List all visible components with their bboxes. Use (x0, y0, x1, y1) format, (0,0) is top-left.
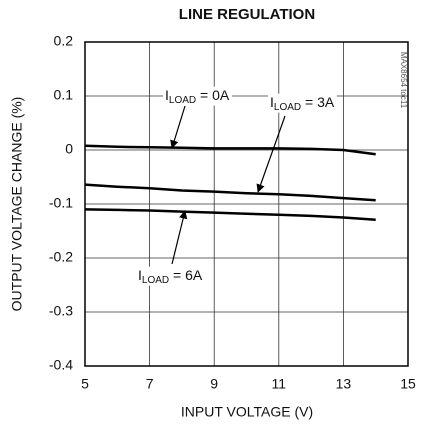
series-line (84, 144, 376, 156)
annotation-bg (136, 266, 205, 286)
plot-frame (84, 41, 409, 367)
y-tick-label: 0 (65, 141, 73, 157)
annotation-arrow (171, 210, 188, 265)
annotation: ILOAD = 0A (165, 87, 230, 106)
annotation-text: I (270, 94, 274, 110)
annotation-bg (268, 93, 337, 113)
x-tick-label: 11 (272, 376, 287, 392)
annotation-sub: LOAD (142, 275, 169, 286)
annotation-text: I (165, 87, 169, 103)
annotation-arrow (170, 105, 186, 149)
chart-title: LINE REGULATION (179, 6, 315, 23)
series-line (84, 183, 376, 202)
y-tick-label: 0.2 (54, 33, 74, 49)
annotation-text: = 6A (169, 267, 203, 283)
series-line (84, 208, 376, 221)
annotation-text: = 3A (301, 94, 335, 110)
annotation-sub: LOAD (274, 102, 301, 113)
annotation: ILOAD = 6A (138, 267, 203, 286)
x-tick-label: 13 (336, 376, 352, 392)
annotation-sub: LOAD (169, 95, 196, 106)
y-axis-label: OUTPUT VOLTAGE CHANGE (%) (9, 97, 25, 312)
annotation-arrow (256, 115, 286, 193)
annotation-bg (163, 86, 232, 106)
annotation: ILOAD = 3A (270, 94, 335, 113)
x-tick-label: 5 (81, 376, 89, 392)
x-axis-label: INPUT VOLTAGE (V) (181, 404, 313, 420)
y-tick-label: 0.1 (54, 87, 74, 103)
side-note: MAX8654 toc11 (399, 52, 408, 109)
y-tick-label: -0.4 (49, 357, 73, 373)
x-tick-label: 9 (210, 376, 218, 392)
y-tick-label: -0.2 (49, 249, 73, 265)
y-tick-label: -0.1 (49, 195, 73, 211)
x-tick-label: 15 (400, 376, 416, 392)
annotation-text: = 0A (196, 87, 230, 103)
annotation-text: I (138, 267, 142, 283)
x-tick-label: 7 (146, 376, 154, 392)
y-tick-label: -0.3 (49, 303, 73, 319)
